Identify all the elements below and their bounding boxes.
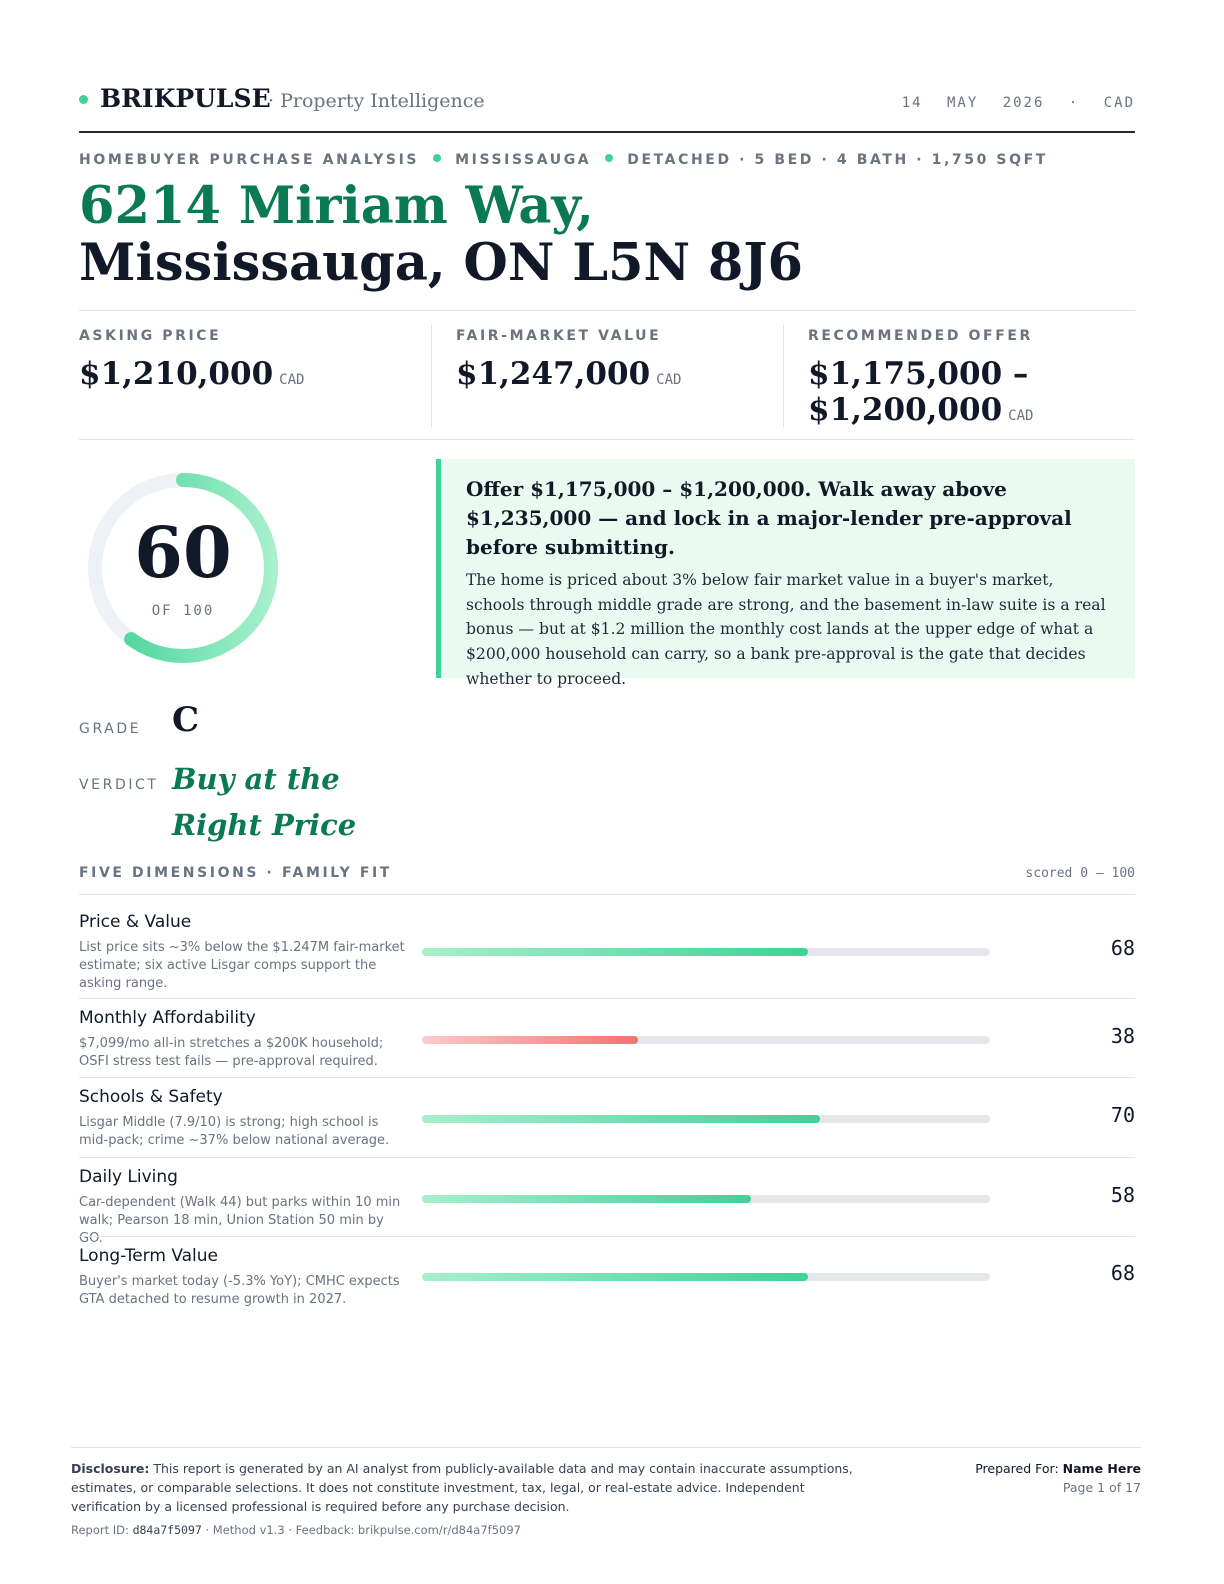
report-line: Report ID: d84a7f5097 · Method v1.3 · Fe… xyxy=(71,1523,521,1537)
rule xyxy=(79,998,1135,999)
dimension-name: Price & Value xyxy=(79,912,192,932)
dimension-note: Buyer's market today (-5.3% YoY); CMHC e… xyxy=(79,1274,400,1307)
brand-dot xyxy=(79,95,88,104)
dateline: 14 MAY 2026 · CAD xyxy=(901,95,1135,111)
rule xyxy=(79,439,1135,440)
callout-headline: Offer $1,175,000 – $1,200,000. Walk away… xyxy=(466,477,1072,559)
brand: BRIKPULSE xyxy=(100,84,271,113)
kicker-item: HOMEBUYER PURCHASE ANALYSIS xyxy=(79,152,420,168)
dimension-score: 58 xyxy=(1110,1183,1135,1207)
metric: RECOMMENDED OFFER $1,175,000 – $1,200,00… xyxy=(808,328,1068,434)
bar xyxy=(422,1195,752,1203)
dimension-score: 38 xyxy=(1110,1024,1135,1048)
grade-value: C xyxy=(172,700,200,740)
metric-value-wrap: $1,175,000 – $1,200,000 CAD xyxy=(808,356,1068,434)
report-label: Report ID: xyxy=(71,1523,129,1537)
dimension-name: Schools & Safety xyxy=(79,1087,223,1107)
bar-track xyxy=(422,1036,990,1044)
disclosure-text: This report is generated by an AI analys… xyxy=(71,1461,853,1514)
rule xyxy=(79,1077,1135,1078)
metric-unit: CAD xyxy=(656,372,682,388)
prepared: Prepared For: Name Here Page 1 of 17 xyxy=(975,1459,1141,1497)
metric-label: RECOMMENDED OFFER xyxy=(808,328,1033,344)
grade-label: GRADE xyxy=(79,721,142,737)
metric-value-wrap: $1,210,000 CAD xyxy=(79,356,409,398)
dimension-note: $7,099/mo all-in stretches a $200K house… xyxy=(79,1036,384,1069)
bar xyxy=(422,948,809,956)
dimension-name: Monthly Affordability xyxy=(79,1008,256,1028)
prepared-line: Prepared For: Name Here xyxy=(975,1459,1141,1478)
kicker: HOMEBUYER PURCHASE ANALYSIS MISSISSAUGA DE… xyxy=(79,152,1048,168)
verdict-value: Buy at the Right Price xyxy=(172,762,357,842)
metric: ASKING PRICE $1,210,000 CAD xyxy=(79,328,409,398)
metric-unit: CAD xyxy=(279,372,305,388)
metric-label: FAIR-MARKET VALUE xyxy=(456,328,662,344)
prepared-name: Name Here xyxy=(1062,1461,1141,1476)
title-line: Mississauga, ON L5N 8J6 xyxy=(79,233,804,293)
callout-body: The home is priced about 3% below fair m… xyxy=(466,571,1106,688)
gauge-arc xyxy=(88,473,278,663)
divider xyxy=(431,325,432,427)
dot xyxy=(605,154,614,162)
section-title: FIVE DIMENSIONS · FAMILY FIT xyxy=(79,865,392,881)
dimension-note: Lisgar Middle (7.9/10) is strong; high s… xyxy=(79,1115,390,1148)
dimension-name: Long-Term Value xyxy=(79,1246,219,1266)
dimension-note: List price sits ~3% below the $1.247M fa… xyxy=(79,940,405,991)
metric-value: $1,210,000 xyxy=(79,356,274,392)
prepared-label: Prepared For: xyxy=(975,1461,1059,1476)
bar xyxy=(422,1273,809,1281)
dimension-name: Daily Living xyxy=(79,1167,178,1187)
header-rule xyxy=(79,131,1135,133)
rule xyxy=(79,310,1135,311)
metric-value: $1,175,000 – $1,200,000 xyxy=(808,356,1029,428)
rule xyxy=(79,1157,1135,1158)
score-label: OF 100 xyxy=(151,603,215,619)
score-gauge xyxy=(88,473,278,663)
report-rest: · Method v1.3 · Feedback: brikpulse.com/… xyxy=(205,1523,521,1537)
disclosure-label: Disclosure: xyxy=(71,1461,150,1476)
bar xyxy=(422,1036,638,1044)
verdict-label: VERDICT xyxy=(79,777,159,793)
disclosure: Disclosure: This report is generated by … xyxy=(71,1459,861,1516)
page-number: Page 1 of 17 xyxy=(1062,1480,1141,1495)
rule xyxy=(79,1236,1135,1237)
metric-unit: CAD xyxy=(1008,408,1034,424)
kicker-item: MISSISSAUGA xyxy=(455,152,592,168)
score-value: 60 xyxy=(134,511,232,594)
dimension-note: Car-dependent (Walk 44) but parks within… xyxy=(79,1195,401,1246)
dimension-score: 70 xyxy=(1110,1103,1135,1127)
metric-label: ASKING PRICE xyxy=(79,328,222,344)
dimension-score: 68 xyxy=(1110,936,1135,960)
divider xyxy=(783,325,784,427)
kicker-item: DETACHED · 5 BED · 4 BATH · 1,750 SQFT xyxy=(627,152,1048,168)
footer-rule xyxy=(71,1447,1141,1448)
scale-label: scored 0 — 100 xyxy=(1025,866,1135,881)
metric-value: $1,247,000 xyxy=(456,356,651,392)
callout: Offer $1,175,000 – $1,200,000. Walk away… xyxy=(436,459,1135,688)
metric-value-wrap: $1,247,000 CAD xyxy=(456,356,766,398)
dot xyxy=(433,154,442,162)
title-line: 6214 Miriam Way, xyxy=(79,176,594,236)
tagline: · Property Intelligence xyxy=(268,90,485,112)
bar xyxy=(422,1115,820,1123)
metric: FAIR-MARKET VALUE $1,247,000 CAD xyxy=(456,328,766,398)
report-id: d84a7f5097 xyxy=(132,1523,202,1537)
rule xyxy=(79,894,1135,895)
dimension-score: 68 xyxy=(1110,1261,1135,1285)
